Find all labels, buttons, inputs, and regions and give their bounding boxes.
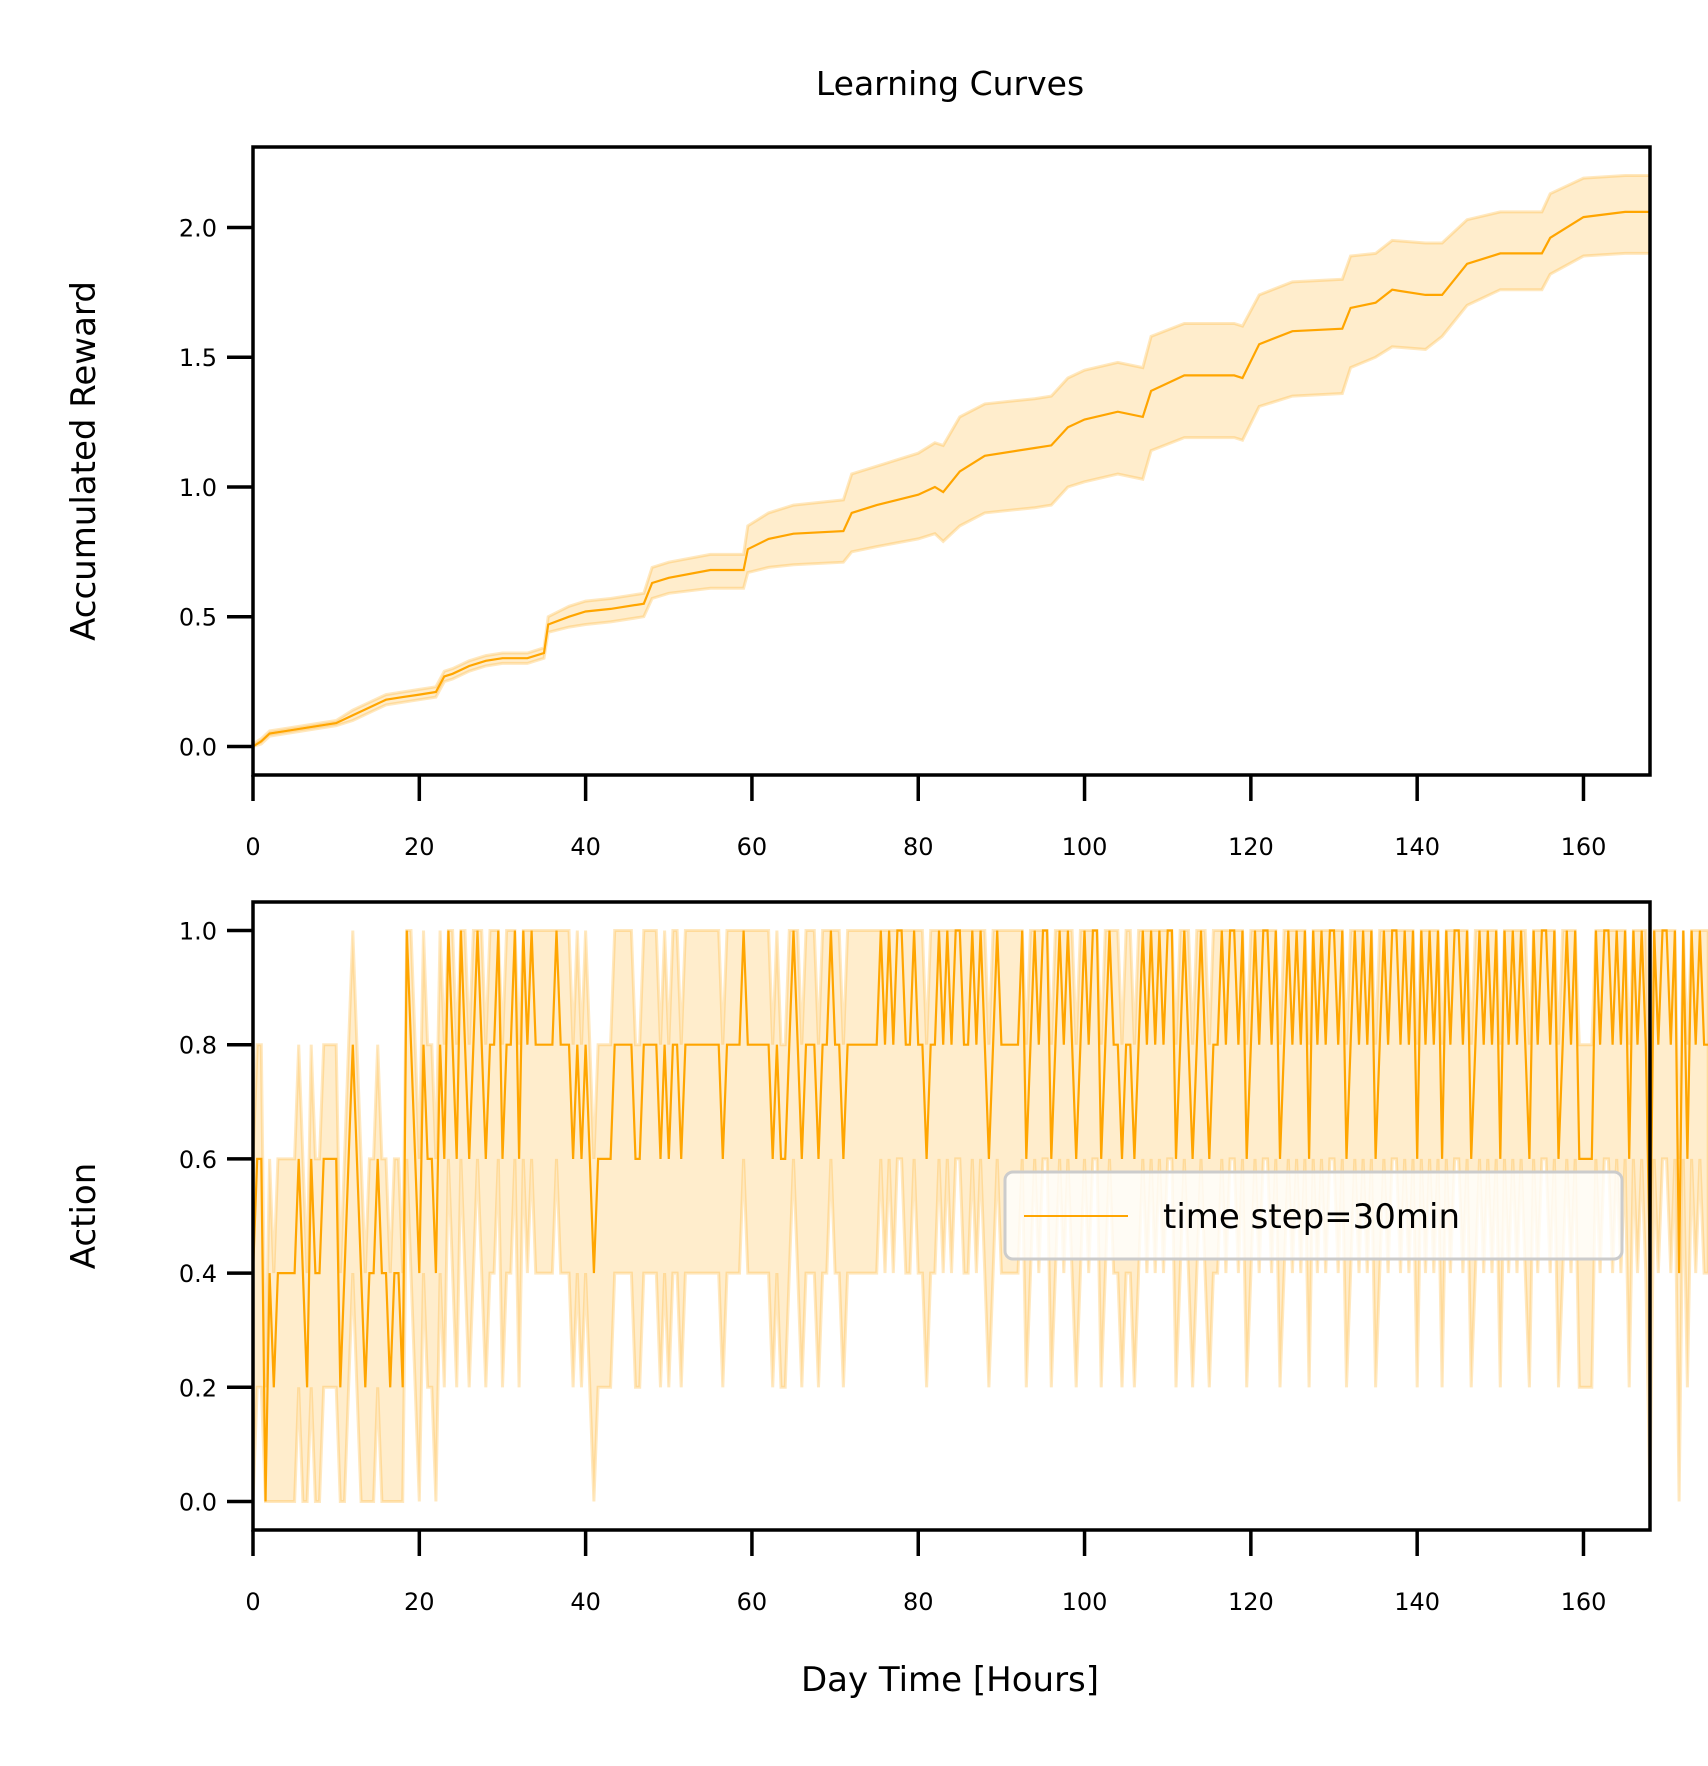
action-y-axis-label: Action: [64, 1163, 104, 1269]
x-tick-label: 140: [1394, 1588, 1440, 1616]
action-x-axis-label: Day Time [Hours]: [801, 1660, 1099, 1700]
y-tick-label: 0.0: [179, 1488, 217, 1516]
x-tick-label: 160: [1561, 1588, 1607, 1616]
y-tick-label: 1.5: [179, 344, 217, 372]
legend: time step=30min: [1003, 1170, 1624, 1261]
action-x-axis: 0 20 40 60 80 100 120 140 160: [245, 1530, 1606, 1616]
x-tick-label: 100: [1062, 833, 1108, 861]
reward-x-axis: 0 20 40 60 80 100 120 140 160: [245, 775, 1606, 861]
y-tick-label: 1.0: [179, 918, 217, 946]
y-tick-label: 1.0: [179, 474, 217, 502]
action-y-axis: 0.0 0.2 0.4 0.6 0.8 1.0: [179, 918, 253, 1516]
x-tick-label: 80: [903, 833, 934, 861]
reward-confidence-band: [251, 174, 1652, 749]
reward-mean-line: [252, 210, 1650, 748]
x-tick-label: 100: [1062, 1588, 1108, 1616]
action-mean-line: [251, 929, 1708, 1502]
x-tick-label: 120: [1228, 833, 1274, 861]
y-tick-label: 0.5: [179, 604, 217, 632]
legend-entry-label: time step=30min: [1163, 1197, 1460, 1237]
reward-band-area: [251, 174, 1652, 749]
x-tick-label: 0: [245, 1588, 260, 1616]
action-panel: 0 20 40 60 80 100 120 140 160 0.0 0.2 0.4 0.6 0.8 1.0…: [64, 900, 1708, 1700]
action-line: [251, 929, 1708, 1502]
reward-y-axis: 0.0 0.5 1.0 1.5 2.0: [179, 214, 253, 761]
x-tick-label: 40: [570, 1588, 601, 1616]
reward-y-axis-label: Accumulated Reward: [64, 281, 104, 641]
reward-plot-frame: [251, 145, 1652, 777]
action-plot-frame: [251, 900, 1652, 1532]
x-tick-label: 40: [570, 833, 601, 861]
y-tick-label: 0.0: [179, 733, 217, 761]
y-tick-label: 0.6: [179, 1146, 217, 1174]
x-tick-label: 20: [404, 1588, 435, 1616]
x-tick-label: 160: [1561, 833, 1607, 861]
y-tick-label: 0.2: [179, 1374, 217, 1402]
x-tick-label: 120: [1228, 1588, 1274, 1616]
reward-line: [252, 210, 1650, 748]
x-tick-label: 80: [903, 1588, 934, 1616]
x-tick-label: 60: [737, 833, 768, 861]
x-tick-label: 0: [245, 833, 260, 861]
x-tick-label: 140: [1394, 833, 1440, 861]
x-tick-label: 20: [404, 833, 435, 861]
x-tick-label: 60: [737, 1588, 768, 1616]
y-tick-label: 0.4: [179, 1260, 217, 1288]
accumulated-reward-panel: 0 20 40 60 80 100 120 140 160 0.0 0.5 1.0 1.5 2.0 Ac…: [64, 145, 1652, 861]
y-tick-label: 2.0: [179, 214, 217, 242]
y-tick-label: 0.8: [179, 1032, 217, 1060]
figure-title: Learning Curves: [816, 64, 1084, 103]
legend-box: [1003, 1170, 1624, 1261]
